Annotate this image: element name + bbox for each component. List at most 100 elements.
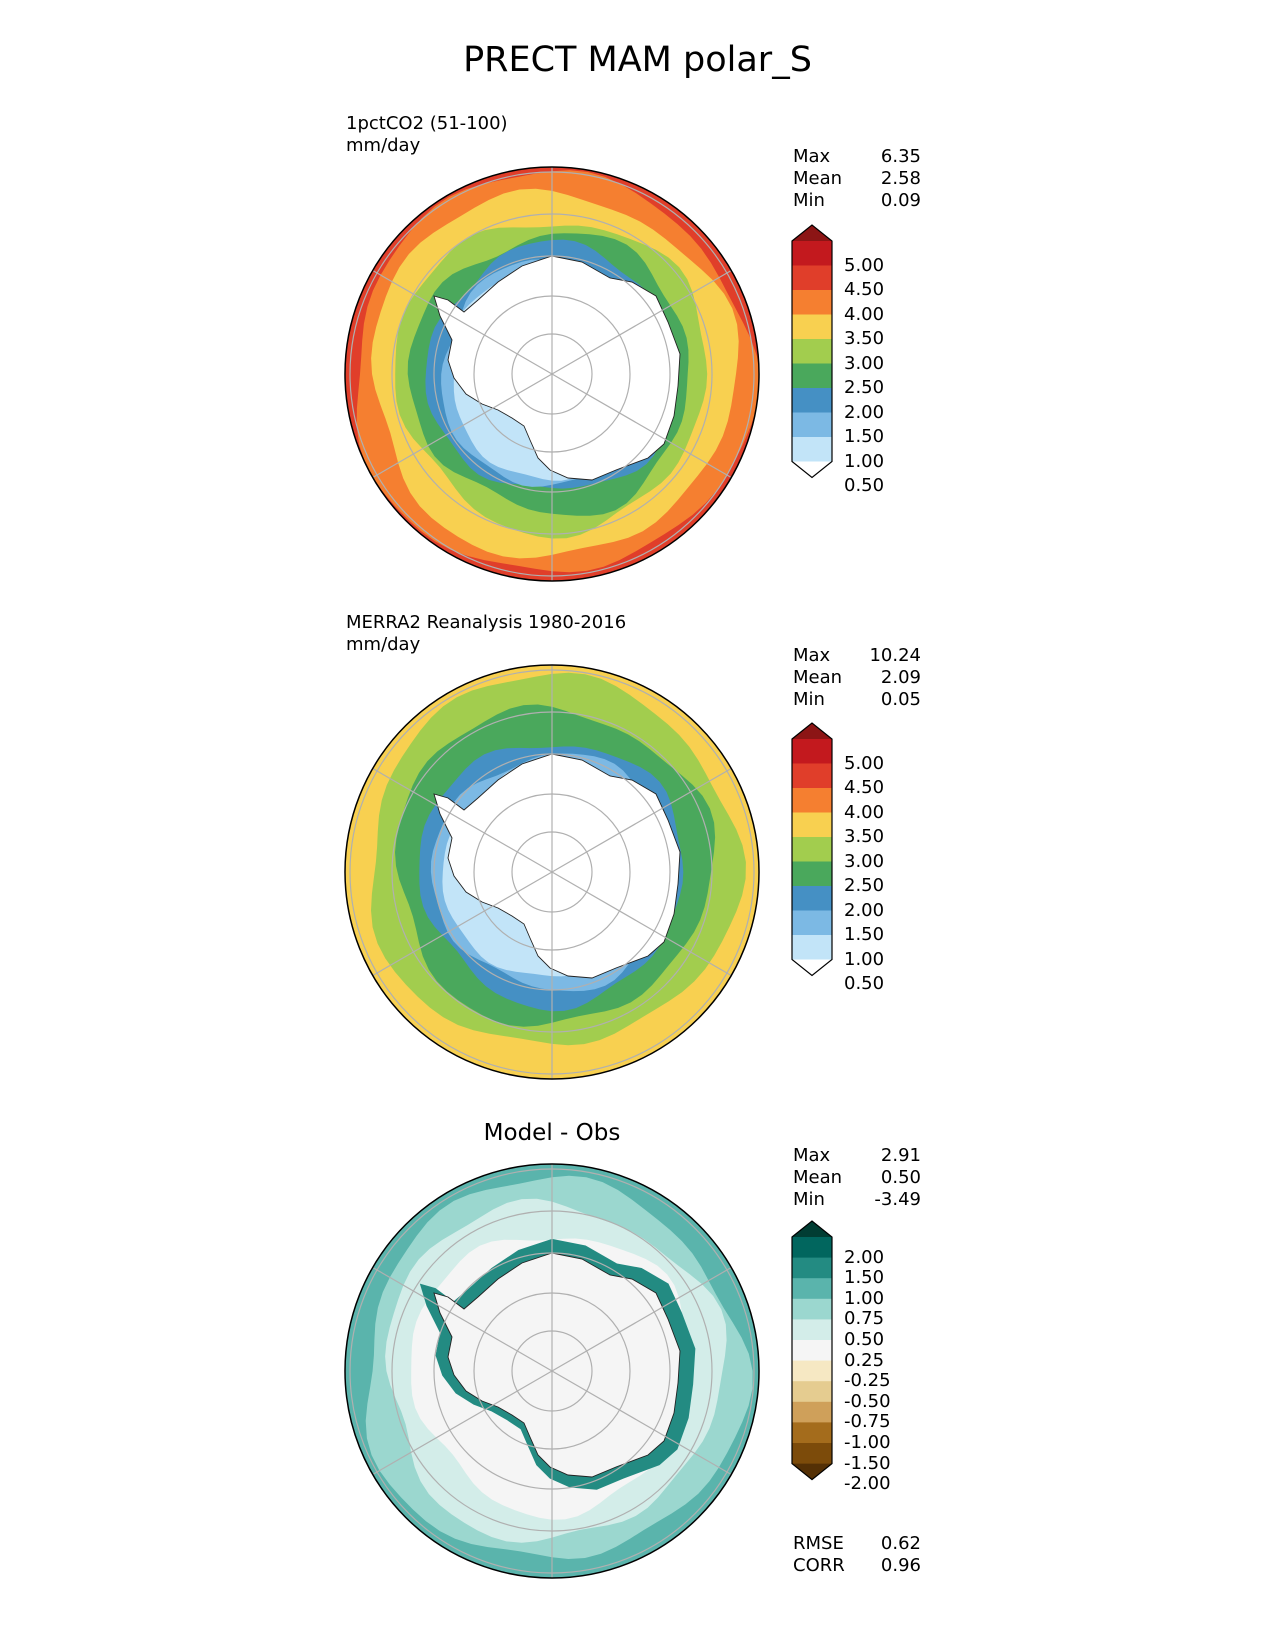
colorbar-segment [792,1422,832,1444]
colorbar-tick-label: 0.50 [844,973,885,994]
stat-min-label: Min [793,1189,825,1210]
stat-min-label: Min [793,190,825,211]
stat-mean-value: 2.58 [880,168,921,189]
stat-min-value: -3.49 [874,1189,921,1210]
colorbar-segment [792,1257,832,1279]
colorbar-tick-label: 5.00 [844,254,885,276]
colorbar-tick-label: 4.00 [844,801,885,823]
colorbar-segment [792,241,832,266]
colorbar-segment [792,290,832,315]
stat-min-value: 0.09 [880,190,921,211]
colorbar-tick-label: -1.50 [844,1452,891,1474]
colorbar-segment [792,1401,832,1423]
panel-1-label: 1pctCO2 (51-100) mm/day [346,113,508,157]
panel-3-colorbar [791,1220,833,1481]
colorbar-tick-label: 2.50 [844,875,885,896]
colorbar-segment [792,265,832,291]
colorbar-tick-label: -1.00 [844,1432,891,1453]
colorbar-segment [792,363,832,389]
stat-max-value: 10.24 [869,645,921,666]
stat-corr-value: 0.96 [880,1555,921,1576]
colorbar-tick-label: 1.00 [844,450,885,472]
map-boundary [344,1163,760,1579]
colorbar-tick-label: 0.50 [844,475,885,496]
stat-corr-label: CORR [793,1555,845,1576]
map-meridian-line [551,1266,732,1372]
map-meridian-line [551,1370,732,1476]
colorbar-tick-label: 3.00 [844,850,885,872]
map-meridian-line [372,373,553,479]
stat-mean-label: Mean [793,168,843,189]
map-meridian-line [372,1266,553,1372]
figure-title: PRECT MAM polar_S [463,40,812,80]
stat-max-label: Max [793,146,831,167]
colorbar-segment [792,1319,832,1341]
colorbar-tick-label: 1.00 [844,1287,885,1309]
colorbar-tick-label: 4.00 [844,303,885,325]
panel-2-colorbar [791,722,833,977]
colorbar-tick-label: 0.50 [844,1329,885,1350]
panel-2-units: mm/day [346,634,421,655]
stat-max-value: 6.35 [880,146,921,167]
panel-3-footer-stats: RMSE 0.62 CORR 0.96 [793,1533,921,1577]
colorbar-segment [792,1298,832,1320]
colorbar-tick-label: 2.00 [844,899,885,921]
map-antarctica-coastline [433,753,681,979]
stat-mean-label: Mean [793,667,843,688]
colorbar-upper-extension [792,1221,832,1237]
panel-2-stats: Max 10.24 Mean 2.09 Min 0.05 [793,645,921,711]
panel-2-polar-map [344,664,760,1080]
colorbar-tick-label: 3.50 [844,826,885,847]
colorbar-tick-label: -0.25 [844,1370,891,1392]
colorbar-segment [792,1360,832,1382]
stat-min-label: Min [793,689,825,710]
colorbar-segment [792,812,832,838]
colorbar-outline [791,1220,833,1481]
stat-rmse-label: RMSE [793,1533,844,1554]
colorbar-segment [792,886,832,911]
panel-3-polar-map [344,1163,760,1579]
stat-min-value: 0.05 [880,689,921,710]
stat-mean-label: Mean [793,1167,843,1188]
colorbar-lower-extension [792,1463,832,1480]
panel-1-polar-map [344,166,760,582]
colorbar-tick-label: -0.75 [844,1411,891,1433]
stat-max-label: Max [793,1145,831,1166]
map-meridian-line [372,269,553,375]
colorbar-tick-label: 1.00 [844,948,885,970]
colorbar-segment [792,412,832,438]
colorbar-segment [792,339,832,364]
panel-3-stats: Max 2.91 Mean 0.50 Min -3.49 [793,1145,921,1211]
colorbar-segment [792,861,832,887]
map-meridian-line [551,871,732,977]
panel-2-label: MERRA2 Reanalysis 1980-2016 mm/day [346,612,626,656]
colorbar-segment [792,739,832,764]
colorbar-tick-label: 0.75 [844,1308,885,1330]
panel-1-colorbar [791,224,833,479]
panel-2-obs-name: MERRA2 Reanalysis 1980-2016 [346,612,627,633]
map-boundary [344,664,760,1080]
map-antarctica-coastline [433,255,681,481]
colorbar-segment [792,1340,832,1362]
colorbar-tick-label: 2.00 [844,1246,885,1268]
colorbar-segment [792,1381,832,1403]
colorbar-tick-label: -0.50 [844,1390,891,1412]
colorbar-segment [792,935,832,960]
colorbar-outline [791,224,833,479]
colorbar-upper-extension [792,225,832,241]
panel-1-stats: Max 6.35 Mean 2.58 Min 0.09 [793,146,921,212]
panel-3-title: Model - Obs [483,1120,621,1146]
map-meridian-line [551,767,732,873]
colorbar-tick-label: 4.50 [844,279,885,300]
colorbar-segment [792,437,832,462]
map-meridian-line [372,767,553,873]
colorbar-segment [792,1237,832,1259]
map-antarctica-coastline [433,1252,681,1478]
map-meridian-line [551,373,732,479]
colorbar-tick-label: 3.50 [844,328,885,349]
colorbar-tick-label: 5.00 [844,752,885,774]
colorbar-segment [792,788,832,813]
colorbar-tick-label: 2.50 [844,377,885,398]
colorbar-tick-label: 0.25 [844,1349,885,1371]
colorbar-segment [792,1278,832,1300]
